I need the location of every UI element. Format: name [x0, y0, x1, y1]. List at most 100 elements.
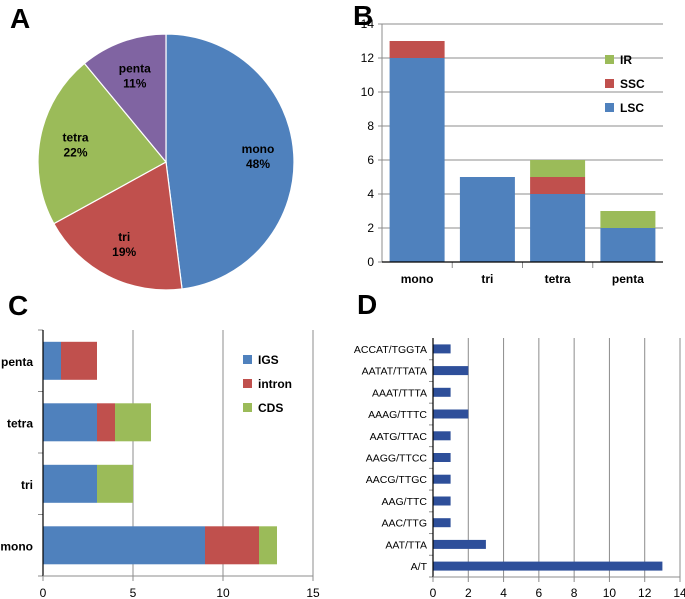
legend-swatch-IR	[605, 55, 614, 64]
ytick-label-mono: mono	[0, 539, 33, 553]
bar-tetra-LSC	[530, 194, 586, 262]
bar-AATG-TTAC	[433, 431, 451, 441]
legend-label-CDS: CDS	[258, 401, 283, 415]
pie-percent-tri: 19%	[112, 245, 136, 259]
ytick-label-4: 4	[367, 187, 374, 201]
ytick-label-0: 0	[367, 255, 374, 269]
pie-slice-penta	[83, 33, 167, 164]
bar-tri-CDS	[97, 464, 133, 503]
bar-penta-LSC	[600, 228, 656, 262]
ytick-label-14: 14	[361, 17, 375, 31]
ytick-label-AAT-TTA: AAT/TTA	[385, 539, 427, 551]
bar-penta-IGS	[43, 341, 61, 380]
bar-AACG-TTGC	[433, 474, 451, 484]
ytick-label-6: 6	[367, 153, 374, 167]
pie-slice-tetra	[37, 62, 167, 225]
bar-tetra-intron	[97, 403, 115, 442]
bar-penta-IR	[600, 211, 656, 228]
pie-label-penta: penta	[119, 61, 151, 75]
ytick-label-AAAG-TTTC: AAAG/TTTC	[368, 409, 427, 421]
bar-AAC-TTG	[433, 518, 451, 528]
legend-swatch-LSC	[605, 103, 614, 112]
bar-AAGG-TTCC	[433, 453, 451, 462]
xtick-label-8: 8	[571, 586, 578, 599]
legend-swatch-IGS	[243, 355, 252, 364]
xtick-label-penta: penta	[612, 272, 644, 286]
pie-label-tetra: tetra	[62, 131, 88, 145]
ytick-label-AATG-TTAC: AATG/TTAC	[370, 431, 428, 443]
bar-AAAT-TTTA	[433, 387, 451, 397]
panel-d-horizontal-bar-chart: D 0 2 4 6 8 10 12 14 A/T AAT/TTA AAC/TTG AAG/TTC AACG…	[354, 289, 685, 599]
legend-label-intron: intron	[258, 377, 292, 391]
xtick-label-2: 2	[465, 586, 472, 599]
panel-letter-b: B	[353, 0, 373, 31]
ytick-label-AAG-TTC: AAG/TTC	[381, 496, 427, 508]
pie-label-mono: mono	[242, 142, 275, 156]
pie-label-tri: tri	[118, 230, 130, 244]
ytick-label-8: 8	[367, 119, 374, 133]
legend-label-LSC: LSC	[620, 101, 644, 115]
bar-tri-LSC	[459, 177, 515, 262]
bar-tetra-IGS	[43, 403, 97, 442]
xtick-label-14: 14	[673, 586, 685, 599]
xtick-label-10: 10	[603, 586, 617, 599]
ytick-label-AAAT-TTTA: AAAT/TTTA	[372, 387, 427, 399]
ytick-label-2: 2	[367, 221, 374, 235]
bar-mono-intron	[205, 526, 259, 565]
panel-letter-d: D	[357, 289, 377, 320]
ytick-label-tetra: tetra	[7, 416, 33, 430]
legend-label-IGS: IGS	[258, 353, 279, 367]
bar-tri-IGS	[43, 464, 97, 503]
ytick-label-penta: penta	[1, 355, 33, 369]
ytick-label-AAC-TTG: AAC/TTG	[381, 518, 427, 530]
bar-mono-IGS	[43, 526, 205, 565]
bar-ACCAT-TGGTA	[433, 344, 451, 354]
ytick-label-AATAT-TTATA: AATAT/TTATA	[362, 366, 427, 378]
xtick-label-15: 15	[306, 586, 320, 599]
ytick-label-10: 10	[361, 85, 375, 99]
bar-mono-SSC	[389, 41, 445, 58]
xtick-label-5: 5	[130, 586, 137, 599]
legend-swatch-CDS	[243, 403, 252, 412]
pie-percent-mono: 48%	[246, 157, 270, 171]
ytick-label-tri: tri	[21, 478, 33, 492]
panel-letter-a: A	[10, 3, 30, 34]
pie-percent-penta: 11%	[123, 76, 147, 90]
bar-AAAG-TTTC	[433, 409, 469, 419]
bar-AAG-TTC	[433, 496, 451, 506]
panel-b-stacked-bar-chart: B 0 2 4 6 8 10 12 14 mono tri tetra penta IR SSC LSC	[353, 0, 663, 286]
bar-tetra-IR	[530, 160, 586, 177]
bar-mono-CDS	[259, 526, 277, 565]
pie-slice-tri	[53, 161, 183, 291]
legend-swatch-intron	[243, 379, 252, 388]
ytick-label-12: 12	[361, 51, 375, 65]
legend-label-IR: IR	[620, 53, 632, 67]
bar-A-T	[433, 561, 663, 571]
xtick-label-6: 6	[536, 586, 543, 599]
pie-percent-tetra: 22%	[63, 146, 87, 160]
bar-tetra-CDS	[115, 403, 151, 442]
bar-tetra-SSC	[530, 177, 586, 194]
xtick-label-12: 12	[638, 586, 652, 599]
xtick-label-10: 10	[216, 586, 230, 599]
panel-letter-c: C	[8, 290, 28, 321]
bar-mono-LSC	[389, 58, 445, 262]
xtick-label-4: 4	[500, 586, 507, 599]
legend-swatch-SSC	[605, 79, 614, 88]
xtick-label-0: 0	[430, 586, 437, 599]
bar-AATAT-TTATA	[433, 366, 469, 376]
xtick-label-0: 0	[40, 586, 47, 599]
pie-slice-mono	[165, 33, 295, 290]
xtick-label-tetra: tetra	[545, 272, 571, 286]
legend-label-SSC: SSC	[620, 77, 645, 91]
xtick-label-tri: tri	[481, 272, 493, 286]
ytick-label-ACCAT-TGGTA: ACCAT/TGGTA	[354, 344, 427, 356]
xtick-label-mono: mono	[401, 272, 434, 286]
bar-AAT-TTA	[433, 539, 486, 549]
ytick-label-AAGG-TTCC: AAGG/TTCC	[366, 453, 428, 465]
panel-c-horizontal-stacked-bar-chart: C 0 5 10 15 mono tri tetra penta IGS intron CDS	[0, 290, 320, 599]
ytick-label-AACG-TTGC: AACG/TTGC	[366, 474, 428, 486]
bar-penta-intron	[61, 341, 97, 380]
